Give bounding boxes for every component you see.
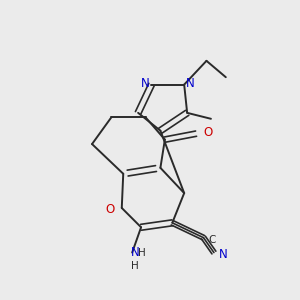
Text: C: C — [209, 235, 216, 245]
Text: N: N — [131, 246, 140, 259]
Text: O: O — [105, 203, 114, 216]
Text: H: H — [138, 248, 146, 258]
Text: N: N — [141, 76, 149, 90]
Text: O: O — [203, 126, 213, 139]
Text: H: H — [131, 261, 139, 271]
Text: N: N — [219, 248, 228, 260]
Text: N: N — [186, 76, 195, 90]
